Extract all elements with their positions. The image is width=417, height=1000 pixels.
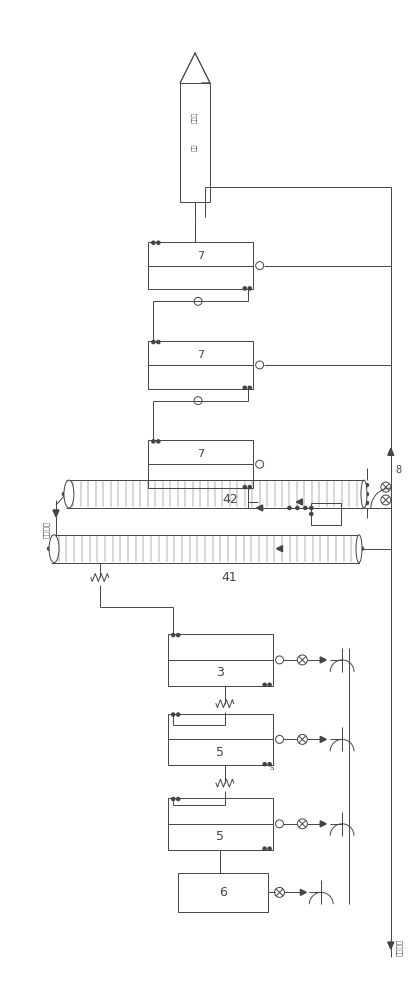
Polygon shape bbox=[320, 657, 326, 663]
Polygon shape bbox=[388, 942, 394, 949]
Circle shape bbox=[176, 797, 180, 801]
Ellipse shape bbox=[64, 480, 74, 508]
Bar bbox=[168, 634, 273, 686]
Circle shape bbox=[171, 633, 175, 637]
Text: 7: 7 bbox=[197, 350, 204, 360]
Text: 8: 8 bbox=[396, 465, 402, 475]
Bar bbox=[180, 83, 210, 202]
Polygon shape bbox=[388, 448, 394, 455]
Text: 乙醇: 乙醇 bbox=[192, 144, 198, 151]
Circle shape bbox=[152, 440, 155, 443]
Circle shape bbox=[309, 506, 313, 510]
Circle shape bbox=[243, 386, 246, 390]
Circle shape bbox=[243, 287, 246, 290]
Circle shape bbox=[156, 241, 160, 245]
Bar bbox=[178, 873, 268, 912]
Circle shape bbox=[268, 847, 271, 850]
Circle shape bbox=[304, 506, 307, 510]
Circle shape bbox=[171, 713, 175, 716]
Text: 42: 42 bbox=[222, 493, 238, 506]
Text: 6: 6 bbox=[219, 886, 227, 899]
Text: 稀乙醇液: 稀乙醇液 bbox=[396, 939, 402, 956]
Circle shape bbox=[62, 492, 66, 496]
Text: 5: 5 bbox=[216, 830, 224, 843]
Circle shape bbox=[176, 713, 180, 716]
Circle shape bbox=[248, 485, 251, 489]
Polygon shape bbox=[53, 510, 59, 517]
Bar bbox=[311, 503, 341, 525]
Circle shape bbox=[171, 797, 175, 801]
Circle shape bbox=[263, 683, 266, 687]
Text: S: S bbox=[269, 765, 274, 771]
Text: 精馏塔: 精馏塔 bbox=[192, 112, 198, 123]
Circle shape bbox=[248, 386, 251, 390]
Bar bbox=[168, 714, 273, 765]
Polygon shape bbox=[300, 889, 306, 895]
Circle shape bbox=[268, 762, 271, 766]
Circle shape bbox=[156, 340, 160, 344]
Circle shape bbox=[268, 683, 271, 687]
Text: 7: 7 bbox=[197, 251, 204, 261]
Circle shape bbox=[248, 287, 251, 290]
Circle shape bbox=[296, 506, 299, 510]
Ellipse shape bbox=[356, 535, 362, 563]
Polygon shape bbox=[276, 546, 282, 552]
Text: 3: 3 bbox=[216, 666, 224, 679]
Circle shape bbox=[288, 506, 291, 510]
Circle shape bbox=[156, 440, 160, 443]
Polygon shape bbox=[320, 736, 326, 742]
Ellipse shape bbox=[49, 535, 59, 563]
Polygon shape bbox=[320, 821, 326, 827]
Circle shape bbox=[176, 633, 180, 637]
Circle shape bbox=[365, 492, 369, 496]
Circle shape bbox=[263, 847, 266, 850]
Circle shape bbox=[152, 241, 155, 245]
Circle shape bbox=[365, 501, 369, 505]
Circle shape bbox=[365, 483, 369, 487]
Text: 7: 7 bbox=[197, 449, 204, 459]
Circle shape bbox=[309, 512, 313, 516]
Text: 乙醇蒸汽: 乙醇蒸汽 bbox=[43, 521, 49, 538]
Circle shape bbox=[263, 762, 266, 766]
Bar bbox=[148, 341, 253, 389]
Polygon shape bbox=[296, 499, 302, 505]
Polygon shape bbox=[257, 505, 263, 511]
Bar bbox=[148, 242, 253, 289]
Text: 41: 41 bbox=[222, 571, 238, 584]
Bar bbox=[148, 440, 253, 488]
Ellipse shape bbox=[361, 480, 367, 508]
Text: 5: 5 bbox=[216, 746, 224, 759]
Circle shape bbox=[360, 547, 364, 550]
Bar bbox=[168, 798, 273, 850]
Circle shape bbox=[243, 485, 246, 489]
Circle shape bbox=[47, 547, 51, 550]
Circle shape bbox=[152, 340, 155, 344]
